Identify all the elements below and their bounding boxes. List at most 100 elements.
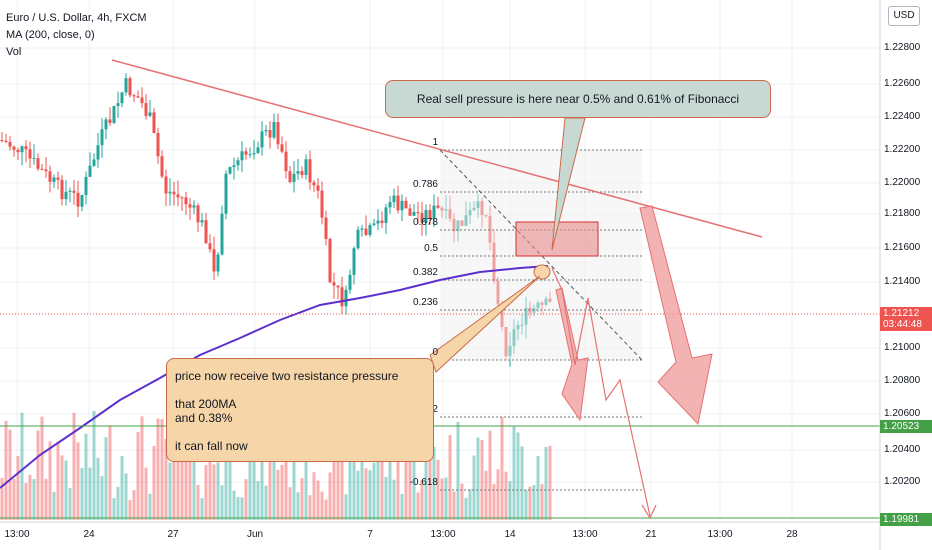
price-axis-label: 1.20400 (884, 444, 921, 455)
candle-body (88, 165, 92, 177)
candle-body (328, 239, 332, 283)
volume-bar (248, 443, 252, 520)
volume-bar (100, 476, 104, 520)
candle-body (16, 149, 20, 153)
chart-legend: Euro / U.S. Dollar, 4h, FXCM MA (200, cl… (6, 10, 147, 61)
time-axis-label: 24 (83, 529, 95, 540)
volume-bar (256, 481, 260, 520)
candle-body (172, 191, 176, 195)
volume-bar (312, 472, 316, 520)
top-callout[interactable]: Real sell pressure is here near 0.5% and… (385, 80, 771, 118)
candle-body (232, 165, 236, 167)
time-axis-label: Jun (246, 529, 264, 540)
candle-body (176, 194, 180, 198)
candle-body (48, 171, 52, 182)
symbol-legend[interactable]: Euro / U.S. Dollar, 4h, FXCM (6, 12, 147, 24)
price-axis-label: 1.20600 (884, 408, 921, 419)
fibonacci-retracement[interactable] (440, 149, 642, 491)
fib-level-label: 0.5 (424, 243, 438, 254)
resistance-trendline[interactable] (111, 59, 763, 238)
left-callout[interactable]: price now receive two resistance pressur… (166, 358, 434, 462)
vol-legend[interactable]: Vol (6, 46, 22, 58)
volume-bar (212, 464, 216, 520)
volume-bar (344, 494, 348, 520)
volume-bar (484, 470, 488, 520)
volume-bar (220, 485, 224, 520)
candle-body (64, 191, 68, 200)
volume-bar (396, 434, 400, 520)
candle-body (36, 158, 40, 169)
volume-bar (308, 495, 312, 520)
volume-bar (328, 472, 332, 520)
candle-body (332, 282, 336, 286)
volume-bar (324, 499, 328, 520)
last-price-tag: 1.21212 03:44:48 (880, 307, 932, 331)
volume-bar (276, 469, 280, 520)
volume-bar (424, 437, 428, 520)
fib-level-label: 0 (432, 347, 438, 358)
volume-bar (336, 410, 340, 520)
volume-bar (252, 414, 256, 520)
candle-body (104, 119, 108, 130)
candle-body (292, 173, 296, 182)
volume-bar (24, 482, 28, 520)
candle-body (404, 200, 408, 209)
candle-body (236, 160, 240, 166)
volume-bar (40, 416, 44, 520)
upper-line-price-tag: 1.20523 (880, 420, 932, 433)
volume-bar (440, 478, 444, 520)
candle-body (216, 254, 220, 272)
volume-bar (148, 493, 152, 520)
volume-bar (420, 479, 424, 520)
candle-body (384, 207, 388, 224)
candle-body (260, 131, 264, 148)
candle-body (268, 129, 272, 138)
volume-bar (468, 489, 472, 520)
volume-bar (408, 455, 412, 520)
volume-bar (488, 430, 492, 520)
candle-body (336, 285, 340, 288)
left-callout-line2: that 200MA (175, 397, 237, 411)
candle-body (416, 211, 420, 214)
price-axis-label: 1.21800 (884, 208, 921, 219)
time-axis-label: 14 (504, 529, 516, 540)
volume-bar (436, 459, 440, 520)
volume-bar (160, 419, 164, 520)
volume-bar (224, 454, 228, 520)
volume-bar (84, 433, 88, 520)
volume-bar (200, 498, 204, 520)
candle-body (276, 121, 280, 145)
candle-body (68, 190, 72, 192)
volume-bar (12, 478, 16, 520)
volume-bar (92, 410, 96, 520)
currency-button[interactable]: USD (888, 6, 920, 26)
volume-bar (112, 498, 116, 520)
volume-bar (28, 474, 32, 520)
volume-bar (416, 492, 420, 520)
candle-body (220, 213, 224, 255)
candle-body (388, 202, 392, 208)
candle-body (192, 205, 196, 208)
resistance-touch-marker (533, 264, 551, 280)
volume-bar (364, 468, 368, 520)
candle-body (380, 220, 384, 224)
fib-level-label: 0.382 (412, 267, 438, 278)
volume-bar (140, 416, 144, 520)
volume-bar (128, 499, 132, 520)
candle-body (368, 224, 372, 236)
candle-body (272, 121, 276, 138)
candle-body (144, 103, 148, 116)
volume-bar (180, 450, 184, 520)
time-axis-label: 7 (367, 529, 373, 540)
lower-line-price-tag: 1.19981 (880, 513, 932, 526)
volume-bar (228, 433, 232, 520)
candle-body (340, 287, 344, 307)
candle-body (12, 146, 16, 150)
ma-legend[interactable]: MA (200, close, 0) (6, 29, 95, 41)
volume-bar (44, 478, 48, 520)
candle-body (412, 211, 416, 216)
volume-bar (108, 425, 112, 520)
candle-body (312, 182, 316, 186)
volume-bar (176, 425, 180, 520)
